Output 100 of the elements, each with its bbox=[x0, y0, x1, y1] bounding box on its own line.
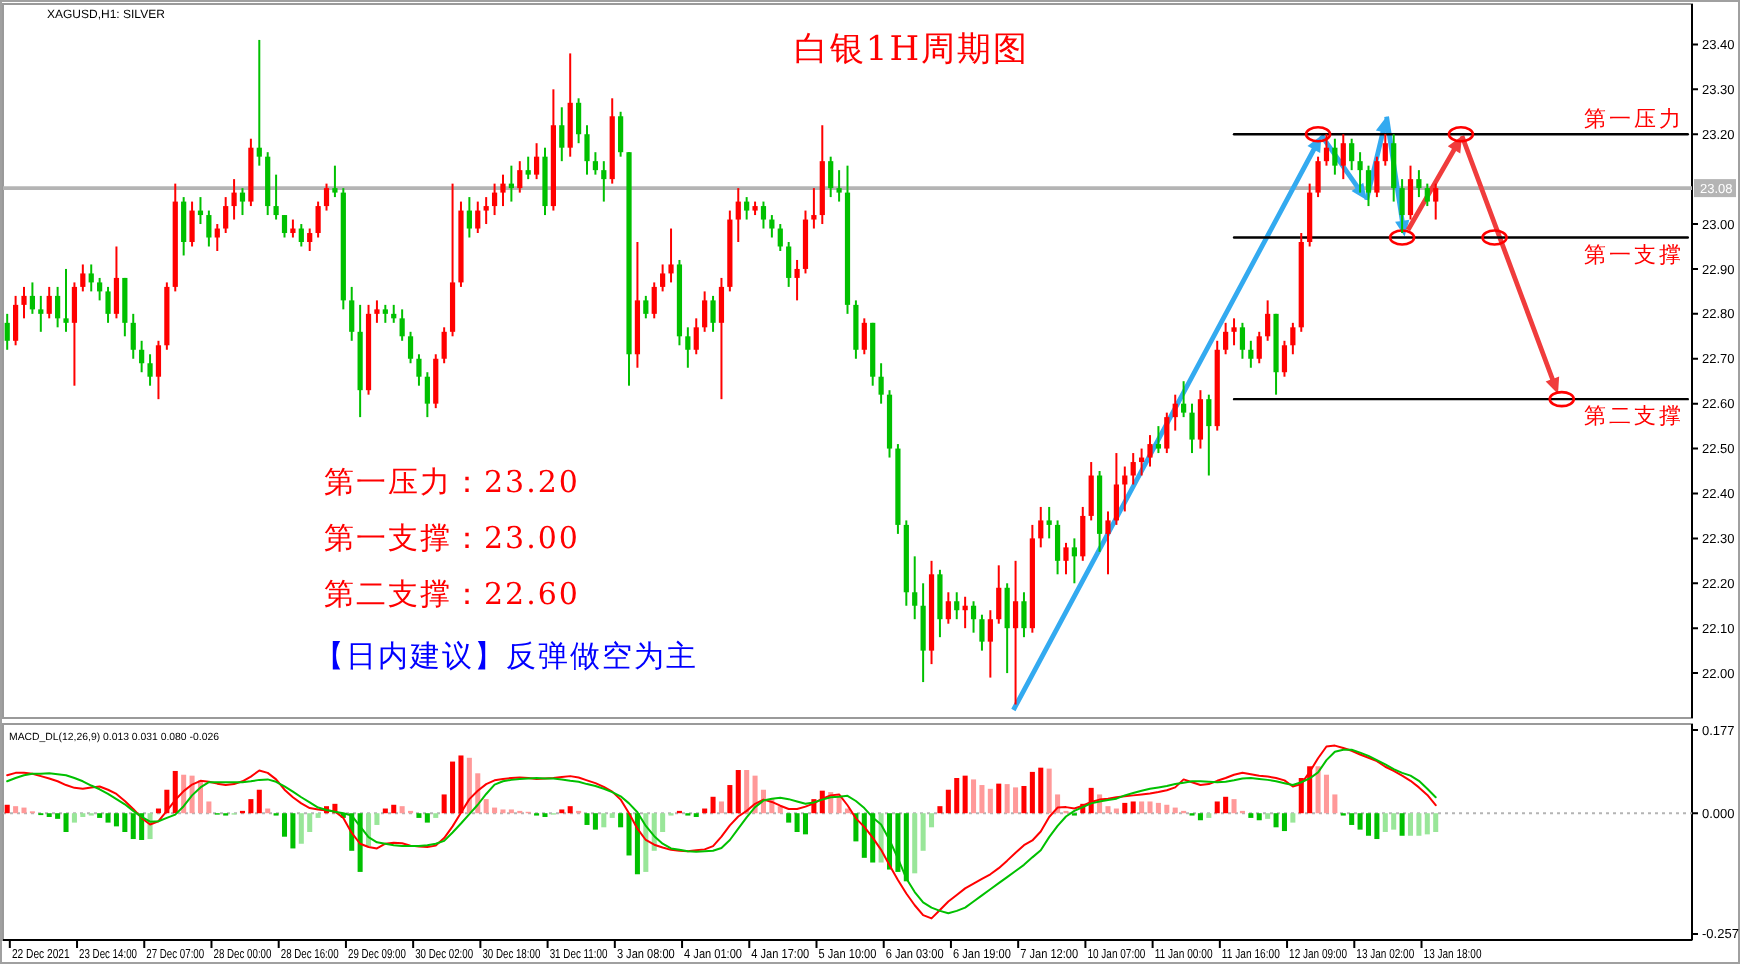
candlestick bbox=[239, 187, 246, 217]
candlestick bbox=[1063, 541, 1069, 576]
candlestick bbox=[206, 209, 212, 248]
bar bbox=[744, 770, 750, 814]
bar bbox=[618, 813, 624, 828]
candlestick bbox=[685, 326, 691, 369]
bar bbox=[1391, 813, 1397, 830]
bar bbox=[954, 778, 960, 814]
bar bbox=[1013, 787, 1019, 814]
bar bbox=[122, 813, 128, 832]
bar bbox=[1164, 804, 1170, 814]
candlestick bbox=[710, 294, 716, 333]
bar bbox=[1399, 813, 1405, 836]
bar bbox=[592, 813, 598, 830]
annotation: 第一支撑：23.00 bbox=[324, 520, 580, 556]
bar bbox=[1290, 813, 1296, 823]
candlestick bbox=[601, 160, 607, 203]
candlestick bbox=[584, 124, 590, 176]
bar bbox=[366, 813, 372, 847]
bar bbox=[1147, 801, 1153, 814]
candlestick bbox=[298, 223, 304, 248]
candlestick bbox=[1147, 434, 1153, 468]
bar bbox=[794, 813, 800, 832]
bar bbox=[1038, 767, 1044, 814]
candlestick bbox=[1080, 505, 1086, 562]
candlestick bbox=[1113, 452, 1119, 526]
candlestick bbox=[281, 214, 288, 239]
candlestick bbox=[718, 276, 725, 401]
bar bbox=[937, 806, 943, 814]
bar bbox=[584, 813, 590, 825]
bar bbox=[1122, 802, 1128, 814]
candlestick bbox=[273, 173, 279, 221]
candlestick bbox=[231, 178, 237, 221]
candlestick bbox=[71, 281, 78, 387]
bar bbox=[1004, 784, 1010, 814]
candlestick bbox=[1407, 164, 1414, 221]
bar bbox=[1231, 799, 1237, 814]
candlestick bbox=[416, 353, 422, 387]
bar bbox=[1197, 813, 1203, 821]
bar bbox=[483, 799, 489, 814]
candlestick bbox=[1004, 582, 1010, 675]
bar bbox=[1349, 813, 1355, 825]
candlestick bbox=[668, 227, 674, 284]
candlestick bbox=[811, 187, 817, 230]
candlestick bbox=[912, 555, 918, 621]
candlestick bbox=[1172, 393, 1178, 432]
candlestick bbox=[794, 258, 800, 302]
bar bbox=[861, 813, 867, 858]
candlestick bbox=[1265, 299, 1271, 342]
candlestick bbox=[1130, 452, 1136, 486]
candlestick bbox=[80, 263, 86, 293]
candlestick bbox=[374, 299, 380, 324]
bar bbox=[130, 813, 136, 840]
bar bbox=[399, 806, 405, 814]
bar bbox=[1046, 768, 1052, 814]
candlestick bbox=[945, 591, 951, 625]
bar bbox=[1416, 813, 1422, 836]
candlestick bbox=[1357, 151, 1363, 194]
candlestick bbox=[38, 294, 44, 333]
candlestick bbox=[1340, 133, 1346, 181]
candlestick bbox=[155, 339, 162, 401]
candlestick bbox=[1349, 137, 1355, 172]
candlestick bbox=[491, 182, 498, 217]
candlestick bbox=[1315, 155, 1321, 199]
bar bbox=[256, 789, 262, 814]
candlestick bbox=[987, 609, 993, 679]
candlestick bbox=[744, 196, 750, 221]
candlestick bbox=[466, 196, 472, 239]
candlestick bbox=[1046, 505, 1052, 540]
candlestick bbox=[483, 196, 489, 226]
candlestick bbox=[769, 214, 775, 239]
bar bbox=[1265, 813, 1271, 819]
bar bbox=[1139, 801, 1145, 814]
candlestick bbox=[13, 294, 19, 347]
bar bbox=[710, 796, 716, 814]
candlestick bbox=[760, 200, 767, 230]
candlestick bbox=[315, 200, 321, 239]
candlestick bbox=[29, 281, 36, 315]
bar bbox=[634, 813, 640, 875]
candlestick bbox=[954, 591, 960, 621]
bar bbox=[1214, 801, 1220, 814]
bar bbox=[21, 807, 27, 814]
candlestick bbox=[1021, 591, 1027, 639]
candlestick bbox=[702, 290, 708, 333]
candlestick bbox=[433, 353, 439, 410]
candlestick bbox=[4, 312, 10, 351]
bar bbox=[1273, 813, 1279, 828]
candlestick bbox=[323, 182, 330, 212]
candlestick bbox=[1281, 339, 1288, 378]
candlestick bbox=[189, 200, 195, 248]
candlestick bbox=[1038, 505, 1044, 549]
candlestick bbox=[1332, 137, 1338, 176]
bar bbox=[248, 799, 254, 814]
annotation: 【日内建议】反弹做空为主 bbox=[314, 638, 698, 674]
candlestick bbox=[979, 613, 985, 652]
legend-label: 第二支撑 bbox=[1584, 403, 1684, 430]
candlestick bbox=[1071, 537, 1077, 585]
bar bbox=[903, 813, 909, 882]
bar bbox=[1223, 796, 1229, 814]
bar bbox=[1323, 774, 1329, 814]
